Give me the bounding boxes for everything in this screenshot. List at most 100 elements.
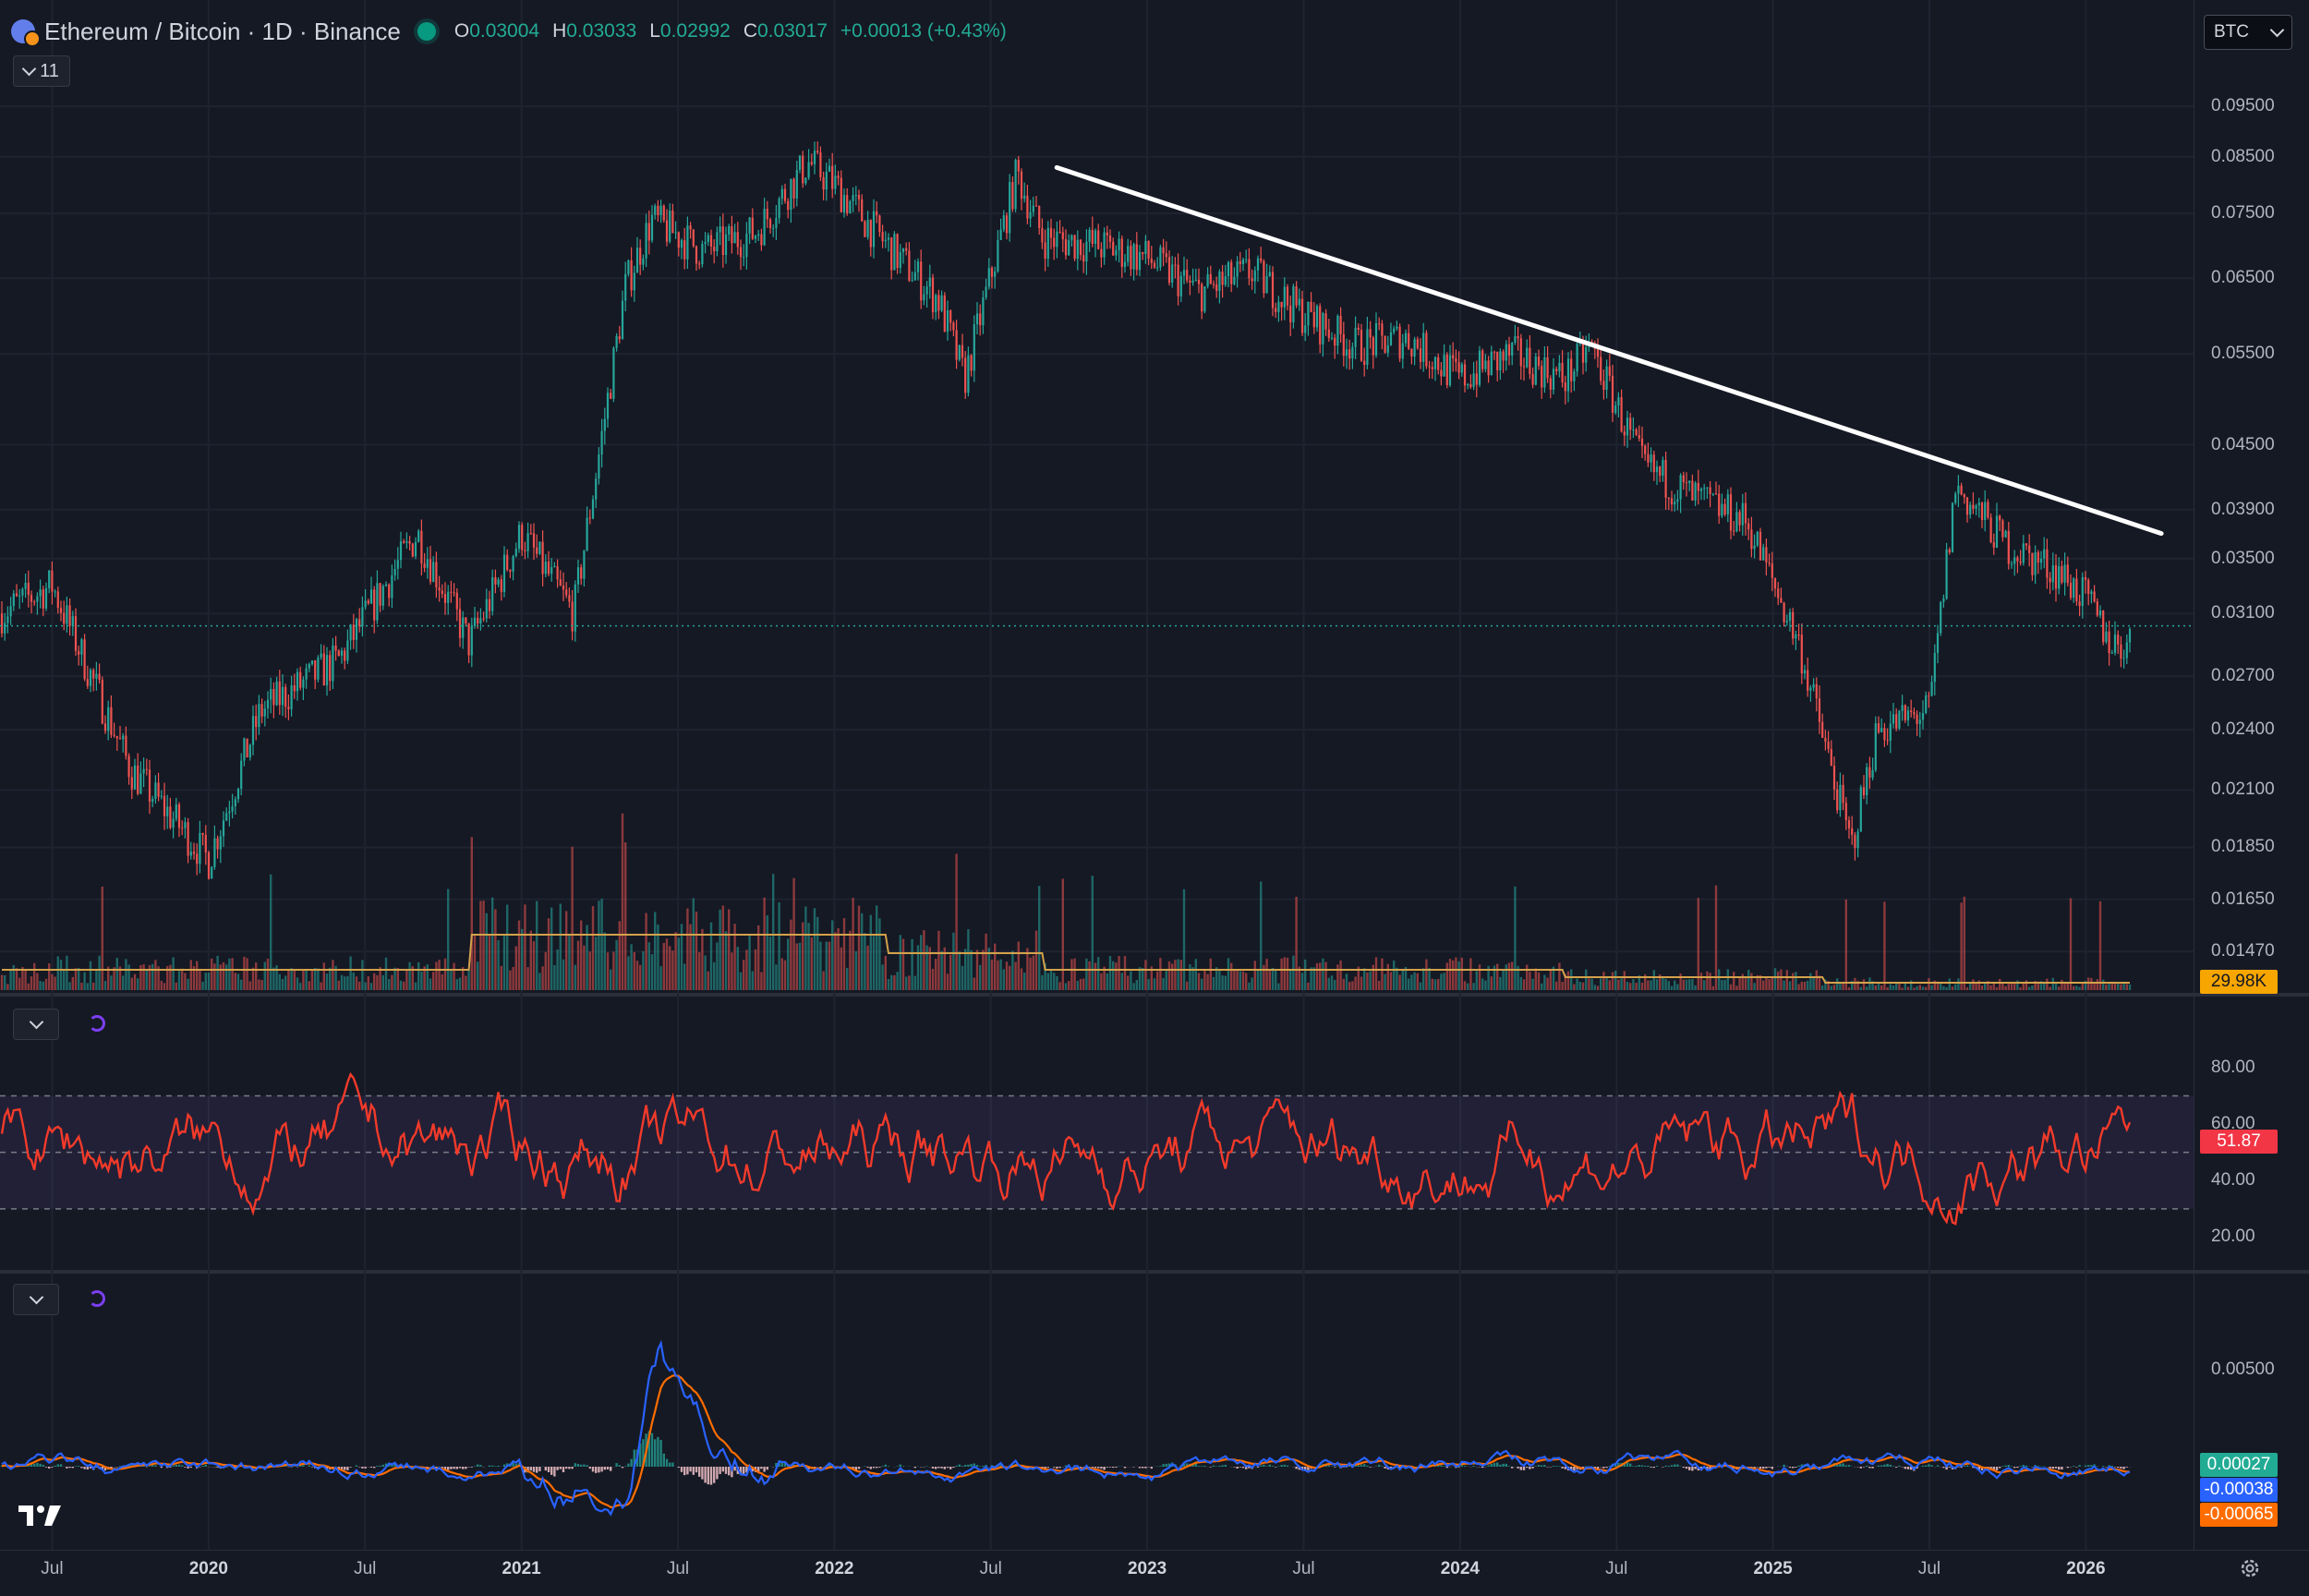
- volume-bar: [1005, 961, 1009, 990]
- macd-histogram-bar: [83, 1467, 86, 1469]
- candle-body: [987, 268, 990, 287]
- volume-bar: [1292, 955, 1295, 990]
- macd-histogram-bar: [751, 1467, 754, 1472]
- macd-histogram-bar: [949, 1467, 952, 1469]
- macd-histogram-bar: [187, 1467, 189, 1469]
- candle-body: [1674, 502, 1676, 505]
- volume-bar: [1862, 979, 1866, 990]
- volume-bar: [1120, 973, 1123, 990]
- candle-body: [1026, 195, 1029, 219]
- candle-body: [1999, 515, 2001, 521]
- volume-bar: [272, 967, 275, 990]
- macd-histogram-bar: [2125, 1467, 2128, 1468]
- candle-body: [1546, 357, 1549, 379]
- macd-histogram-bar: [2004, 1465, 2007, 1467]
- macd-histogram-bar: [1795, 1467, 1797, 1468]
- candle-body: [130, 777, 133, 790]
- volume-bar: [1691, 979, 1694, 990]
- settings-gear-icon[interactable]: [2239, 1557, 2261, 1579]
- macd-histogram-bar: [1883, 1464, 1886, 1467]
- volume-bar: [1076, 981, 1079, 990]
- candle-body: [1138, 251, 1142, 271]
- candle-body: [1765, 547, 1768, 563]
- macd-histogram-bar: [1342, 1467, 1345, 1468]
- volume-bar: [1038, 886, 1041, 990]
- rsi-sync-icon[interactable]: [89, 1015, 105, 1032]
- volume-bar: [122, 975, 125, 990]
- volume-bar: [482, 901, 485, 990]
- volume-bar: [1108, 956, 1112, 990]
- candle-body: [6, 616, 9, 623]
- volume-bar: [647, 942, 650, 990]
- candle-body: [1709, 487, 1711, 495]
- currency-select[interactable]: BTC: [2204, 15, 2292, 50]
- indicators-toggle-button[interactable]: 11: [13, 55, 70, 87]
- candle-body: [1378, 323, 1381, 325]
- volume-bar: [610, 969, 612, 990]
- volume-bar: [2081, 984, 2084, 990]
- macd-histogram-bar: [775, 1462, 778, 1467]
- volume-bar: [1209, 958, 1212, 990]
- macd-sync-icon[interactable]: [89, 1290, 105, 1307]
- macd-histogram-bar: [74, 1466, 78, 1467]
- pane-separator-rsi: [0, 993, 2309, 997]
- candle-body: [743, 257, 745, 259]
- rsi-pane-collapse-button[interactable]: [13, 1009, 59, 1040]
- macd-histogram-bar: [1862, 1467, 1866, 1468]
- macd-histogram-bar: [937, 1467, 940, 1469]
- macd-histogram-bar: [1674, 1464, 1676, 1467]
- volume-bar: [236, 973, 240, 990]
- volume-bar: [831, 920, 834, 990]
- candle-body: [896, 234, 899, 269]
- volume-bar: [405, 969, 408, 990]
- candle-body: [994, 272, 997, 277]
- candle-body: [1076, 239, 1079, 260]
- volume-bar: [2063, 984, 2066, 990]
- market-status-icon[interactable]: [417, 22, 436, 41]
- candle-body: [1694, 482, 1697, 501]
- macd-histogram-bar: [1792, 1467, 1795, 1469]
- symbol-title[interactable]: Ethereum / Bitcoin · 1D · Binance: [44, 17, 401, 45]
- volume-bar: [255, 962, 258, 990]
- macd-histogram-bar: [1493, 1463, 1496, 1467]
- volume-bar: [502, 934, 506, 990]
- candle-body: [1738, 512, 1741, 526]
- volume-bar: [1762, 980, 1765, 990]
- candle-body: [677, 232, 680, 248]
- candle-body: [1277, 301, 1280, 312]
- volume-bar: [470, 837, 473, 990]
- volume-bar: [1945, 986, 1948, 990]
- volume-bar: [1227, 958, 1230, 990]
- macd-histogram-bar: [864, 1466, 866, 1467]
- volume-bar: [2019, 987, 2022, 990]
- volume-bar: [1263, 964, 1265, 990]
- volume-bar: [1783, 980, 1785, 990]
- macd-histogram-bar: [743, 1467, 745, 1474]
- volume-bar: [1177, 959, 1179, 990]
- candle-body: [509, 569, 512, 572]
- macd-histogram-bar: [1570, 1467, 1573, 1471]
- volume-bar: [958, 951, 961, 990]
- tradingview-logo-icon[interactable]: [17, 1500, 68, 1530]
- macd-histogram-bar: [529, 1467, 532, 1471]
- candle-body: [83, 639, 86, 680]
- macd-pane-collapse-button[interactable]: [13, 1284, 59, 1315]
- macd-histogram-bar: [1443, 1466, 1445, 1467]
- candle-body: [935, 295, 937, 313]
- pane-separator-macd: [0, 1270, 2309, 1274]
- volume-bar: [1726, 969, 1729, 990]
- time-axis-label: Jul: [979, 1559, 1002, 1578]
- macd-histogram-bar: [935, 1467, 937, 1469]
- volume-bar: [2110, 981, 2113, 990]
- volume-bar: [95, 969, 98, 990]
- volume-bar: [101, 886, 103, 990]
- macd-histogram-bar: [1221, 1465, 1224, 1467]
- macd-histogram-bar: [1800, 1464, 1803, 1467]
- volume-bar: [1011, 950, 1014, 990]
- time-axis-label: 2026: [2066, 1559, 2106, 1578]
- macd-histogram-bar: [1552, 1466, 1555, 1467]
- volume-bar: [349, 956, 352, 990]
- macd-histogram-bar: [2113, 1467, 2117, 1468]
- macd-histogram-bar: [9, 1467, 12, 1469]
